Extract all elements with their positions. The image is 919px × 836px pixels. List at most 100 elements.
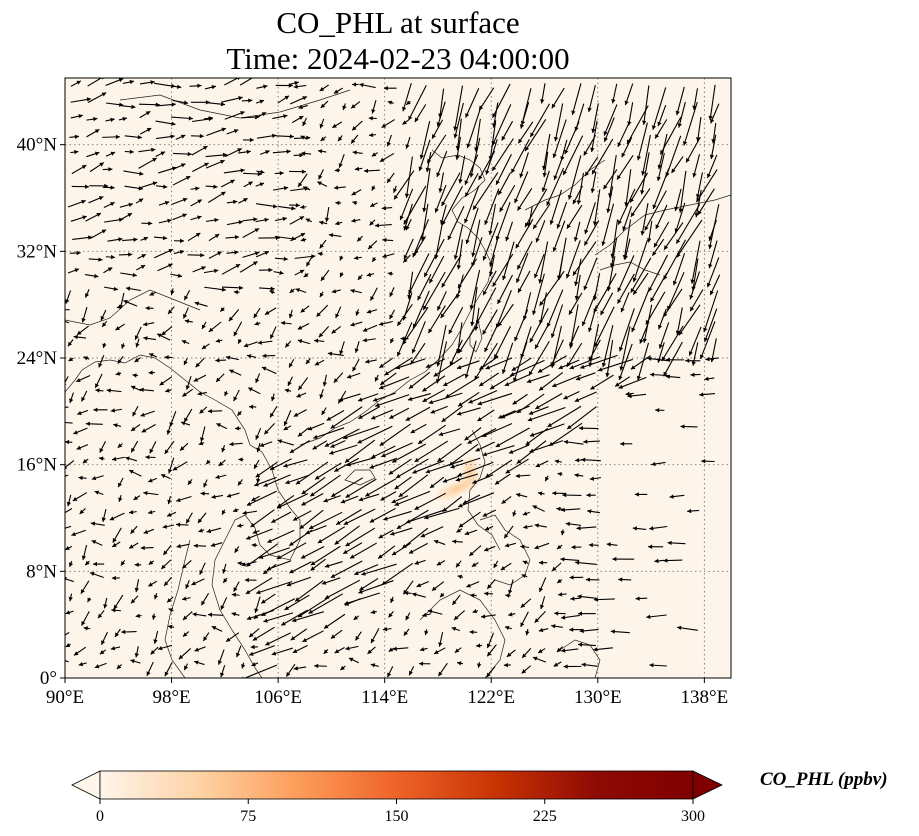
wind-arrow-head — [180, 134, 186, 139]
wind-arrow — [529, 423, 565, 437]
wind-arrow-head — [109, 516, 115, 521]
wind-arrow-head — [289, 541, 294, 546]
wind-arrow-head — [81, 318, 86, 323]
wind-arrow-head — [288, 83, 293, 88]
wind-arrow — [364, 478, 397, 497]
wind-arrow-head — [403, 254, 408, 260]
wind-arrow-head — [163, 184, 168, 189]
wind-arrow-head — [222, 569, 227, 574]
wind-arrow-head — [390, 338, 395, 344]
wind-arrow-head — [256, 478, 261, 484]
wind-arrow-head — [354, 571, 359, 576]
wind-arrow-head — [301, 169, 306, 174]
wind-arrow-head — [634, 492, 639, 497]
wind-arrow-head — [58, 513, 63, 517]
wind-arrow-head — [254, 464, 258, 469]
wind-arrow — [492, 83, 511, 119]
wind-arrow-head — [412, 469, 417, 474]
wind-arrow-head — [396, 473, 401, 478]
wind-arrow-head — [338, 163, 343, 168]
wind-arrow-head — [430, 409, 436, 414]
wind-arrow-head — [493, 563, 498, 569]
wind-arrow-head — [249, 632, 254, 638]
wind-arrow — [641, 203, 649, 236]
wind-arrow-head — [164, 200, 170, 206]
wind-arrow-head — [351, 138, 356, 144]
wind-arrow — [652, 87, 667, 130]
wind-arrow — [484, 322, 499, 353]
y-tick-label: 16°N — [17, 455, 58, 476]
wind-arrow — [412, 460, 445, 474]
wind-arrow-head — [598, 367, 603, 372]
wind-arrow-head — [235, 426, 240, 431]
wind-arrow-head — [630, 198, 635, 203]
wind-arrow-head — [161, 564, 166, 569]
wind-arrow-head — [259, 182, 265, 187]
wind-arrow-head — [502, 275, 507, 281]
wind-arrow-head — [289, 288, 295, 293]
wind-arrow-head — [494, 480, 500, 485]
wind-arrow-head — [221, 287, 226, 292]
wind-arrow-head — [404, 590, 409, 596]
wind-arrow-head — [167, 218, 172, 223]
wind-arrow-head — [195, 362, 200, 368]
wind-arrow-head — [343, 435, 348, 440]
wind-arrow-head — [438, 431, 444, 437]
wind-arrow-head — [179, 249, 185, 255]
wind-arrow-head — [225, 355, 231, 360]
wind-arrow — [484, 188, 500, 226]
wind-arrow-head — [237, 78, 240, 81]
wind-arrow-head — [76, 378, 81, 383]
wind-arrow-head — [649, 372, 655, 377]
wind-arrow-head — [515, 278, 521, 283]
wind-arrow-head — [558, 365, 564, 370]
wind-arrow-head — [347, 374, 352, 379]
wind-arrow — [659, 322, 670, 349]
wind-arrow-head — [160, 151, 166, 156]
wind-arrow — [417, 273, 432, 301]
wind-arrow-head — [431, 586, 437, 591]
wind-arrow-head — [345, 542, 351, 547]
wind-arrow — [603, 117, 615, 143]
wind-arrow — [514, 309, 529, 342]
wind-arrow-head — [106, 388, 111, 393]
wind-arrow-head — [424, 272, 429, 277]
wind-arrow-head — [214, 268, 219, 274]
wind-arrow-head — [293, 666, 299, 671]
wind-arrow-head — [428, 399, 434, 405]
wind-arrow-head — [129, 79, 135, 85]
wind-arrow-head — [361, 571, 366, 576]
wind-arrow-head — [295, 480, 301, 485]
wind-arrow-head — [563, 439, 569, 445]
wind-arrow — [663, 222, 684, 251]
wind-arrow — [465, 340, 477, 379]
wind-arrow — [704, 308, 718, 343]
wind-arrow-head — [260, 169, 265, 175]
wind-arrow — [401, 527, 429, 549]
wind-arrow-head — [419, 661, 424, 666]
wind-arrow-head — [293, 84, 298, 89]
wind-arrow-head — [687, 508, 692, 514]
wind-arrow-head — [419, 647, 425, 652]
wind-arrow-head — [403, 219, 408, 225]
wind-arrow-head — [158, 646, 163, 651]
wind-arrow-head — [203, 482, 208, 488]
wind-arrow-head — [682, 141, 688, 146]
wind-arrow-head — [351, 218, 356, 223]
wind-arrow-head — [328, 233, 334, 238]
wind-arrow — [510, 138, 530, 174]
wind-arrow-head — [617, 287, 622, 292]
wind-arrow-head — [418, 166, 423, 171]
wind-arrow — [381, 442, 413, 458]
wind-arrow — [65, 421, 73, 424]
wind-arrow-head — [266, 566, 272, 571]
wind-arrow-head — [366, 272, 372, 277]
wind-arrow — [465, 88, 480, 118]
wind-arrow-head — [482, 512, 488, 517]
wind-arrow-head — [472, 479, 477, 484]
wind-arrow — [538, 371, 564, 391]
wind-arrow-head — [153, 594, 159, 600]
wind-arrow-head — [216, 377, 221, 382]
wind-arrow-head — [448, 329, 453, 335]
wind-arrow-head — [396, 351, 402, 357]
